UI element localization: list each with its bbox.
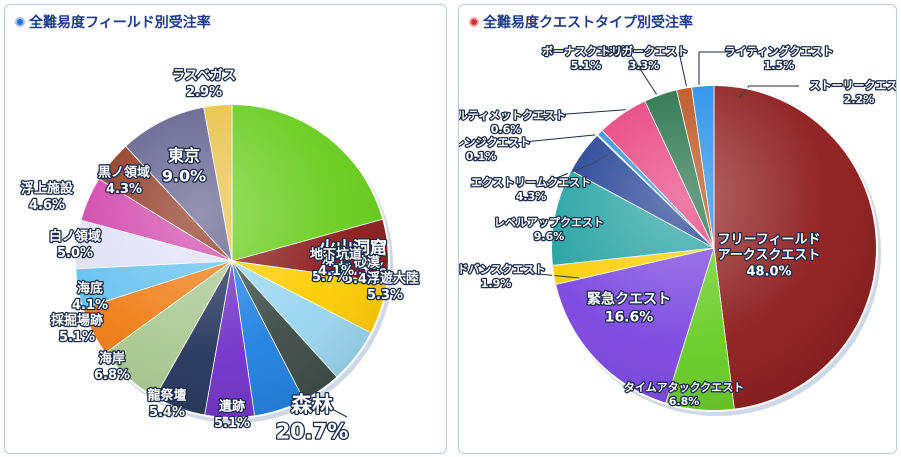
slice-value-label: 1.9%	[481, 277, 512, 290]
slice-label: ボーナスクエスト	[542, 44, 630, 58]
field-chart-title-text: 全難易度フィールド別受注率	[29, 15, 211, 31]
field-chart-title: 全難易度フィールド別受注率	[15, 12, 211, 32]
slice-value-label: 5.3%	[367, 288, 403, 303]
slice-label: レベルアップクエスト	[494, 215, 604, 229]
leader-line	[314, 399, 348, 418]
slice-label: 浮遊大陸	[367, 270, 419, 286]
slice-label: アドバンスクエスト	[458, 263, 546, 276]
slice-label: 砂漠	[353, 254, 381, 270]
blue-bullet-icon	[15, 17, 25, 27]
slice-value-label: 5.4%	[344, 272, 380, 287]
slice-value-label: 5.1%	[214, 416, 250, 431]
slice-label: 海底	[77, 280, 103, 296]
slice-value-label: 9.6%	[534, 230, 565, 243]
slice-value-label: 4.3%	[106, 182, 142, 197]
slice-value-label: 2.9%	[186, 85, 222, 100]
quest-chart-panel: 全難易度クエストタイプ別受注率 フリーフィールドアークスクエスト 48.0% タイム…	[458, 4, 897, 454]
slice-value-label: 1.5%	[764, 59, 795, 72]
slice-value-label: 16.6%	[605, 310, 654, 326]
pie-gloss	[550, 84, 878, 412]
slice-label: 黒ノ領域	[98, 164, 150, 180]
slice-label: チャレンジクエスト	[458, 136, 530, 149]
slice-value-label: 9.0%	[162, 167, 206, 186]
slice-label: 遺跡	[218, 398, 245, 414]
slice-value-label: 5.1%	[59, 330, 95, 345]
slice-value-label: 5.0%	[57, 246, 93, 261]
slice-value-label: 20.7%	[276, 419, 349, 443]
slice-value-label: 4.1%	[72, 298, 108, 313]
slice-value-label: 6.8%	[94, 368, 130, 383]
slice-value-label: 3.3%	[629, 59, 660, 72]
slice-label: トリガークエスト	[600, 44, 688, 58]
slice-label: 凍土	[322, 252, 348, 268]
slice-label: 白ノ領域	[49, 228, 101, 244]
slice-label: 東京	[168, 146, 200, 165]
slice-value-label: 5.7%	[312, 270, 348, 285]
slice-label: 森林	[291, 392, 333, 416]
slice-label: アルティメットクエスト	[458, 109, 566, 122]
slice-value-label: 5.1%	[571, 59, 602, 72]
quest-chart-title-text: 全難易度クエストタイプ別受注率	[483, 15, 693, 31]
slice-value-label: 4.6%	[29, 198, 65, 213]
slice-value-label: 5.4%	[149, 405, 185, 420]
slice-label: エクストリームクエスト	[471, 176, 591, 189]
slice-label: 火山洞窟	[319, 237, 387, 258]
slice-value-label: 4.3%	[516, 190, 547, 203]
slice-label: 採掘場跡	[51, 312, 103, 328]
slice-value-label: 0.1%	[466, 150, 497, 163]
field-chart-panel: 全難易度フィールド別受注率 森林 20.7% 火山洞窟 6.5% 砂漠 5.4% 凍土 5.7…	[4, 4, 447, 454]
leader-line	[628, 51, 660, 99]
slice-label: フリーフィールドアークスクエスト	[718, 233, 821, 263]
leader-line	[698, 51, 734, 98]
slice-value-label: 4.1%	[318, 264, 354, 279]
pie-gloss	[74, 103, 390, 419]
slice-label: 地下坑道	[310, 246, 362, 262]
slice-value-label: 6.8%	[669, 395, 700, 408]
slice-label: タイムアタッククエスト	[624, 381, 744, 394]
slice-value-label: 2.2%	[844, 93, 875, 106]
slice-value-label: 0.6%	[491, 123, 522, 136]
quest-chart-title: 全難易度クエストタイプ別受注率	[469, 12, 693, 32]
red-bullet-icon	[469, 17, 479, 27]
slice-label: 浮上施設	[21, 180, 74, 196]
slice-label: ライティングクエスト	[725, 44, 834, 58]
slice-label: 緊急クエスト	[587, 291, 671, 308]
slice-label: 海岸	[99, 350, 125, 366]
slice-label: ストーリークエスト	[810, 79, 898, 92]
slice-value-label: 6.5%	[340, 260, 387, 280]
slice-label: ラスベガス	[172, 68, 236, 83]
slice-value-label: 48.0%	[746, 265, 791, 280]
slice-label: 龍祭壇	[147, 387, 186, 403]
